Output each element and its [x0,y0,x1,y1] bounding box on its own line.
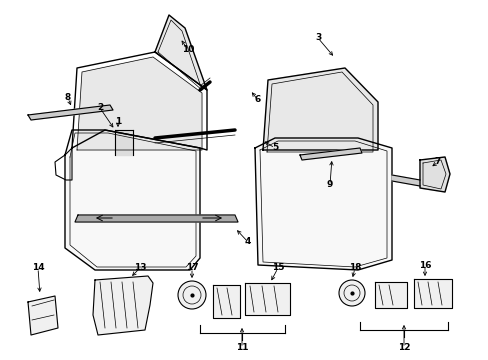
Text: 2: 2 [97,104,103,112]
Text: 9: 9 [326,180,332,189]
Text: 14: 14 [32,264,44,273]
Text: 1: 1 [115,117,121,126]
Text: 17: 17 [185,264,198,273]
Text: 7: 7 [434,157,440,166]
Polygon shape [28,296,58,335]
Polygon shape [75,215,238,222]
Polygon shape [374,282,406,308]
Text: 6: 6 [254,95,261,104]
Text: 11: 11 [235,343,248,352]
Polygon shape [391,175,419,186]
Text: 10: 10 [182,45,194,54]
Text: 3: 3 [314,33,321,42]
Polygon shape [213,285,240,318]
Polygon shape [299,148,361,160]
Text: 16: 16 [418,261,430,270]
Polygon shape [419,157,449,192]
Polygon shape [254,138,391,270]
Circle shape [178,281,205,309]
Circle shape [338,280,364,306]
Polygon shape [65,130,200,270]
Polygon shape [77,57,202,150]
Polygon shape [244,283,289,315]
Polygon shape [28,105,113,120]
Polygon shape [115,130,133,155]
Text: 13: 13 [134,264,146,273]
Text: 15: 15 [271,264,284,273]
Polygon shape [93,276,153,335]
Polygon shape [155,15,206,90]
Polygon shape [263,68,377,150]
Text: 8: 8 [65,94,71,103]
Text: 4: 4 [244,238,251,247]
Text: 5: 5 [271,144,278,153]
Polygon shape [413,279,451,308]
Text: 12: 12 [397,343,409,352]
Text: 18: 18 [348,264,361,273]
